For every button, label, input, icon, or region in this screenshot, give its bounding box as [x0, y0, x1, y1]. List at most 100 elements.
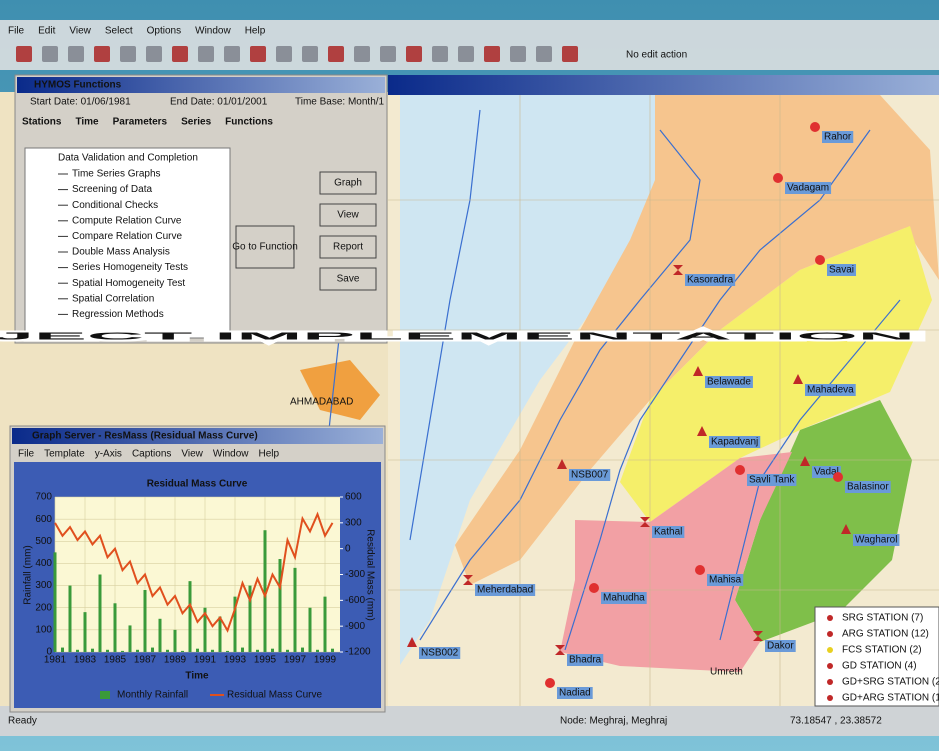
window-title: Graph Server - ResMass (Residual Mass Cu…	[32, 431, 258, 442]
menu-item[interactable]: Window	[213, 449, 249, 460]
menu-item[interactable]: Help	[258, 449, 279, 460]
tree-item[interactable]: Regression Methods	[72, 309, 164, 320]
toolbar-button[interactable]	[458, 46, 474, 62]
toolbar-button[interactable]	[276, 46, 292, 62]
tree-root: Data Validation and Completion	[58, 153, 198, 164]
toolbar-button[interactable]	[42, 46, 58, 62]
toolbar-button[interactable]	[198, 46, 214, 62]
tab[interactable]: Series	[181, 117, 211, 128]
tree-item[interactable]: Screening of Data	[72, 184, 152, 195]
menu-item[interactable]: Captions	[132, 449, 171, 460]
menu-item[interactable]: Select	[105, 26, 133, 37]
toolbar-button[interactable]	[68, 46, 84, 62]
rainfall-bar	[69, 586, 72, 652]
menu-item[interactable]: View	[181, 449, 203, 460]
toolbar-button[interactable]	[94, 46, 110, 62]
toolbar-button[interactable]	[328, 46, 344, 62]
x-tick-label: 1995	[254, 655, 277, 666]
station-label[interactable]: Mahudha	[603, 593, 645, 604]
toolbar-button[interactable]	[380, 46, 396, 62]
toolbar-button[interactable]	[432, 46, 448, 62]
station-label[interactable]: Mahadeva	[807, 385, 854, 396]
rainfall-bar	[144, 590, 147, 652]
menu-item[interactable]: Options	[147, 26, 181, 37]
toolbar-button[interactable]	[120, 46, 136, 62]
station-label[interactable]: Savli Tank	[749, 475, 795, 486]
y2-axis-label: Residual Mass (mm)	[364, 529, 375, 621]
station-label[interactable]: Vadagam	[787, 183, 829, 194]
legend-swatch	[100, 691, 110, 699]
menu-item[interactable]: File	[8, 26, 25, 37]
tree-item[interactable]: Conditional Checks	[72, 200, 158, 211]
toolbar-button[interactable]	[224, 46, 240, 62]
toolbar-button[interactable]	[406, 46, 422, 62]
station-label[interactable]: Mahisa	[709, 575, 742, 586]
tree-item[interactable]: Series Homogeneity Tests	[72, 262, 188, 273]
tree-item[interactable]: Compute Relation Curve	[72, 215, 182, 226]
toolbar-button[interactable]	[250, 46, 266, 62]
goto-label[interactable]: Go to Function	[232, 242, 298, 253]
date-field: Time Base: Month/1	[295, 97, 385, 108]
tree-item[interactable]: Spatial Homogeneity Test	[72, 278, 185, 289]
tab[interactable]: Parameters	[113, 117, 168, 128]
function-button-label[interactable]: View	[337, 210, 359, 221]
rainfall-bar	[136, 650, 139, 652]
tree-item[interactable]: Compare Relation Curve	[72, 231, 182, 242]
toolbar-button[interactable]	[354, 46, 370, 62]
plot-area	[55, 497, 340, 652]
y2-tick-label: 300	[345, 517, 362, 528]
toolbar-button[interactable]	[172, 46, 188, 62]
menu-item[interactable]: Help	[245, 26, 266, 37]
legend-entry: GD STATION (4)	[842, 661, 917, 672]
toolbar-button[interactable]	[302, 46, 318, 62]
rainfall-bar	[99, 575, 102, 653]
menu-item[interactable]: Edit	[38, 26, 55, 37]
station-marker	[833, 472, 843, 482]
station-label[interactable]: NSB002	[421, 648, 459, 659]
function-button-label[interactable]: Graph	[334, 178, 362, 189]
banner: JECT IMPLEMENTATION	[0, 332, 915, 343]
menu-item[interactable]: Window	[195, 26, 231, 37]
x-tick-label: 1987	[134, 655, 157, 666]
menu-item[interactable]: y-Axis	[95, 449, 122, 460]
toolbar-button[interactable]	[484, 46, 500, 62]
toolbar-button[interactable]	[510, 46, 526, 62]
toolbar-button[interactable]	[536, 46, 552, 62]
menu-item[interactable]: View	[69, 26, 91, 37]
y2-tick-label: -1200	[345, 647, 371, 658]
station-label[interactable]: Wagharol	[855, 535, 897, 546]
tree-item[interactable]: Time Series Graphs	[72, 169, 161, 180]
edit-mode[interactable]: No edit action	[626, 50, 687, 61]
menu-item[interactable]: Template	[44, 449, 85, 460]
y-tick-label: 700	[35, 492, 52, 503]
date-field: End Date: 01/01/2001	[170, 97, 268, 108]
station-label[interactable]: Belawade	[707, 377, 751, 388]
menu-item[interactable]: File	[18, 449, 35, 460]
station-label[interactable]: Balasinor	[847, 482, 889, 493]
station-label[interactable]: Kapadvanj	[711, 437, 758, 448]
toolbar-button[interactable]	[146, 46, 162, 62]
tab[interactable]: Stations	[22, 117, 62, 128]
station-label[interactable]: Bhadra	[569, 655, 602, 666]
function-button-label[interactable]: Save	[337, 274, 360, 285]
toolbar-button[interactable]	[562, 46, 578, 62]
station-label[interactable]: Kasoradra	[687, 275, 734, 286]
tree-item[interactable]: Spatial Correlation	[72, 293, 154, 304]
station-label[interactable]: Kathal	[654, 527, 682, 538]
station-label[interactable]: Dakor	[767, 641, 794, 652]
tree-item[interactable]: Double Mass Analysis	[72, 247, 170, 258]
station-label[interactable]: Rahor	[824, 132, 852, 143]
toolbar-button[interactable]	[16, 46, 32, 62]
status-text: Node: Meghraj, Meghraj	[560, 716, 667, 727]
y-tick-label: 100	[35, 624, 52, 635]
station-label[interactable]: Meherdabad	[477, 585, 533, 596]
rainfall-bar	[301, 648, 304, 652]
station-label[interactable]: Savai	[829, 265, 854, 276]
tab[interactable]: Time	[75, 117, 99, 128]
station-label[interactable]: Nadiad	[559, 688, 591, 699]
station-label[interactable]: NSB007	[571, 470, 609, 481]
y2-tick-label: -600	[345, 595, 365, 606]
rainfall-bar	[294, 568, 297, 652]
tab[interactable]: Functions	[225, 117, 273, 128]
function-button-label[interactable]: Report	[333, 242, 363, 253]
